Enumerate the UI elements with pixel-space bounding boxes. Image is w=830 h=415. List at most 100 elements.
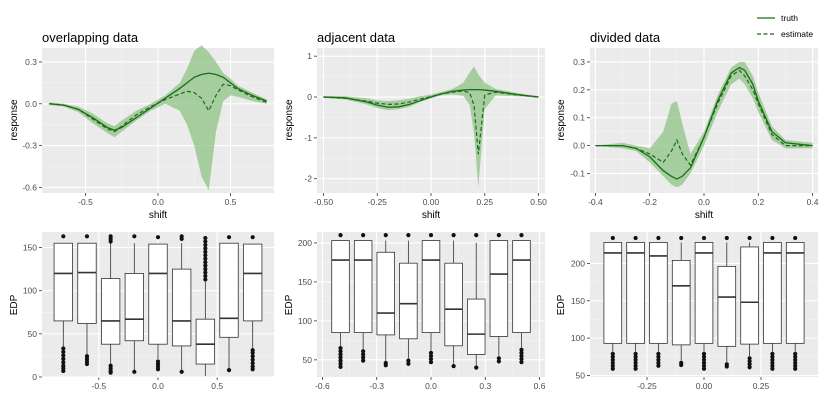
outlier-point [610,351,615,356]
outlier-point [338,352,343,357]
outlier-point [338,364,343,369]
outlier-point [338,358,343,363]
outlier-point [747,365,752,370]
outlier-point [679,362,684,368]
outlier-point [793,360,798,365]
x-tick-label: 0.4 [807,197,819,207]
outlier-point [770,363,775,368]
x-tick-label: 0.0 [152,197,164,207]
x-tick-label: -0.2 [642,197,657,207]
x-tick-label: -0.25 [637,381,657,391]
outlier-point [770,360,775,365]
x-tick-label: 0.3 [479,381,491,391]
box [101,278,121,345]
y-tick-label: -0.1 [570,168,585,178]
outlier-point [61,356,66,361]
y-tick-label: 50 [576,371,586,381]
box [694,242,714,344]
box [353,240,373,333]
confidence-band [49,45,267,191]
outlier-point [226,235,232,240]
box [219,242,239,338]
outlier-point [203,242,208,248]
x-tick-label: -0.50 [314,197,334,207]
outlier-point [250,354,255,359]
x-tick-label: 0.25 [477,197,494,207]
y-tick-label: 0.3 [573,57,585,67]
outlier-point [338,361,343,366]
outlier-point [428,350,434,355]
outlier-point [203,256,208,261]
outlier-point [428,360,434,365]
x-tick-label: 0.0 [698,197,710,207]
x-tick-label: -0.5 [91,381,106,391]
outlier-point [338,346,343,351]
estimate-line [595,69,813,167]
outlier-point [633,235,638,241]
estimate-line [323,90,539,155]
box [399,262,418,340]
box [717,265,737,347]
chart-divided-data: divided data -0.4 -0.2 0.0 0.2 0.4 -0.1 0.0 0.1… [556,30,819,221]
outlier-point [61,360,66,365]
outlier-point [633,363,638,368]
box [467,298,486,355]
box [444,262,463,347]
outlier-point [84,234,90,239]
box [671,260,691,346]
outlier-point [250,361,255,366]
x-tick-label: -0.6 [315,381,330,391]
outlier-point [203,263,208,268]
chart-adjacent-data: adjacent data -0.50 -0.25 0.00 0.25 0.50 -2 -1… [284,30,547,221]
y-tick-label: -0.6 [22,182,37,192]
outlier-point [656,363,661,368]
outlier-point [656,354,661,359]
outlier-point [793,354,798,359]
y-axis-label: EDP [284,294,295,315]
x-tick-label: 0.2 [752,197,764,207]
outlier-point [610,235,615,241]
box [172,268,192,347]
outlier-point [519,353,524,359]
x-tick-label: 0.50 [530,197,547,207]
outlier-point [724,235,729,241]
outlier-point [61,349,66,355]
box [77,242,97,324]
outlier-point [633,366,638,371]
box [421,240,441,333]
box [148,243,168,345]
outlier-point [226,367,232,373]
legend-truth-label: truth [781,13,798,23]
outlier-point [428,233,434,238]
y-tick-label: 0.2 [573,85,585,95]
outlier-point [701,235,707,241]
outlier-point [724,364,729,369]
outlier-point [793,357,798,362]
outlier-point [155,367,161,372]
x-axis-label: shift [695,210,714,221]
x-tick-label: -0.4 [588,197,603,207]
outlier-point [338,355,343,360]
outlier-point [203,235,208,241]
x-tick-label: 0.5 [211,381,223,391]
outlier-point [250,350,255,355]
box [243,243,263,322]
outlier-point [203,267,208,272]
y-tick-label: 150 [571,296,585,306]
outlier-point [610,357,615,362]
outlier-point [451,233,456,238]
outlier-point [519,233,524,238]
outlier-point [179,369,184,374]
x-tick-label: 0.5 [225,197,237,207]
chart-title: overlapping data [42,30,139,45]
outlier-point [179,234,184,239]
outlier-point [61,346,66,351]
y-tick-label: 50 [28,329,38,339]
outlier-point [250,367,255,372]
outlier-point [770,351,775,356]
y-tick-label: 100 [298,316,312,326]
x-tick-label: 0.25 [753,381,770,391]
outlier-point [61,368,66,374]
outlier-point [793,366,798,371]
x-axis-label: shift [422,210,441,221]
